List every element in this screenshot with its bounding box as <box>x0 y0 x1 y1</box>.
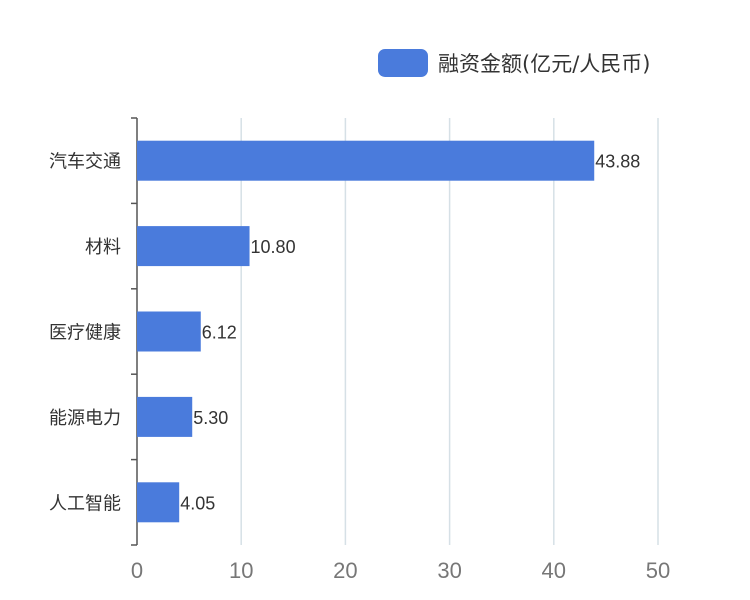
x-tick-label: 50 <box>646 558 670 583</box>
category-label: 能源电力 <box>49 408 121 429</box>
bar-value-label: 6.12 <box>202 323 237 343</box>
bar <box>137 311 201 352</box>
category-label: 材料 <box>85 237 121 258</box>
x-tick-label: 40 <box>542 558 566 583</box>
category-label: 医疗健康 <box>49 323 121 344</box>
x-tick-label: 20 <box>333 558 357 583</box>
bar-value-label: 5.30 <box>193 408 228 428</box>
bar-value-label: 4.05 <box>180 493 215 513</box>
x-tick-label: 0 <box>131 558 143 583</box>
category-label: 汽车交通 <box>49 152 121 173</box>
legend-swatch <box>378 49 428 77</box>
bar <box>137 226 250 267</box>
bar <box>137 396 193 437</box>
x-tick-label: 30 <box>437 558 461 583</box>
x-tick-label: 10 <box>229 558 253 583</box>
bar <box>137 140 595 181</box>
bar-value-label: 10.80 <box>251 237 296 257</box>
legend-label: 融资金额(亿元/人民币) <box>438 52 651 76</box>
bar-value-label: 43.88 <box>595 152 640 172</box>
legend[interactable]: 融资金额(亿元/人民币) <box>378 48 650 78</box>
category-label: 人工智能 <box>49 493 121 514</box>
bar <box>137 482 180 523</box>
